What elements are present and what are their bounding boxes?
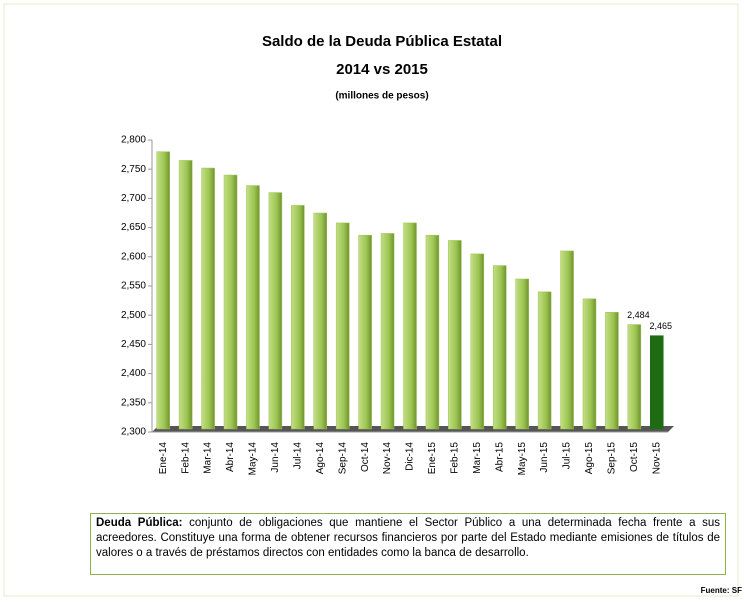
x-tick-label: Oct-15: [629, 442, 640, 472]
x-tick-label: Nov-15: [651, 442, 662, 475]
source: Fuente: SF: [700, 586, 742, 595]
x-tick-label: Ago-14: [315, 442, 326, 475]
x-tick-label: Abr-14: [225, 442, 236, 472]
y-tick-label: 2,700: [121, 193, 146, 204]
value-label: 2,484: [627, 310, 650, 320]
bar: [156, 151, 170, 430]
x-tick-label: May-14: [248, 442, 259, 476]
x-tick-label: Mar-15: [472, 442, 483, 474]
y-tick-label: 2,350: [121, 397, 146, 408]
frame: [3, 3, 739, 597]
bar: [201, 167, 215, 430]
chart-title: Saldo de la Deuda Pública Estatal: [262, 33, 502, 50]
y-tick-label: 2,300: [121, 427, 146, 438]
y-tick-label: 2,500: [121, 310, 146, 321]
x-tick-label: Ene-15: [427, 442, 438, 475]
bar: [380, 233, 395, 430]
x-tick-label: Dic-14: [405, 442, 416, 471]
bar: [492, 265, 507, 430]
bar: [448, 240, 462, 430]
x-tick-label: Jul-15: [562, 442, 573, 470]
x-tick-label: Mar-14: [203, 442, 214, 474]
note-term: Deuda Pública:: [96, 517, 183, 529]
bar: [335, 222, 350, 430]
x-tick-label: Sep-15: [607, 442, 618, 475]
note: Deuda Pública: conjunto de obligaciones …: [90, 513, 726, 575]
bar: [246, 185, 260, 430]
x-tick-label: Jul-14: [292, 442, 303, 470]
y-tick-label: 2,750: [121, 164, 146, 175]
bar: [650, 335, 664, 430]
y-tick-label: 2,600: [121, 251, 146, 262]
y-tick-label: 2,800: [121, 135, 146, 146]
x-tick-label: Feb-14: [180, 442, 191, 474]
unit-label: (millones de pesos): [335, 91, 428, 102]
bar: [560, 250, 574, 430]
bar: [223, 174, 238, 430]
bar: [268, 192, 283, 430]
x-tick-label: May-15: [517, 442, 528, 476]
value-label: 2,465: [650, 321, 673, 331]
y-tick-label: 2,400: [121, 368, 146, 379]
x-tick-label: Nov-14: [382, 442, 393, 475]
x-tick-label: Abr-15: [494, 442, 505, 472]
y-tick-label: 2,550: [121, 281, 146, 292]
bar: [358, 234, 372, 430]
bar: [627, 324, 642, 430]
bar: [515, 278, 529, 430]
bar: [403, 222, 417, 430]
bar: [537, 291, 552, 430]
bar: [425, 234, 440, 430]
bar: [582, 298, 597, 430]
bar: [178, 160, 193, 430]
y-tick-label: 2,450: [121, 339, 146, 350]
y-tick-label: 2,650: [121, 222, 146, 233]
x-tick-label: Sep-14: [337, 442, 348, 475]
bar: [605, 312, 619, 430]
x-tick-label: Feb-15: [450, 442, 461, 474]
x-tick-label: Ago-15: [584, 442, 595, 475]
note-text: conjunto de obligaciones que mantiene el…: [96, 517, 720, 559]
bar: [291, 205, 305, 430]
bar: [313, 212, 328, 430]
x-tick-label: Jun-15: [539, 442, 550, 473]
x-tick-label: Oct-14: [360, 442, 371, 472]
bar: [470, 253, 485, 430]
x-tick-label: Jun-14: [270, 442, 281, 473]
x-tick-label: Ene-14: [158, 442, 169, 475]
chart-subtitle: 2014 vs 2015: [336, 61, 428, 78]
